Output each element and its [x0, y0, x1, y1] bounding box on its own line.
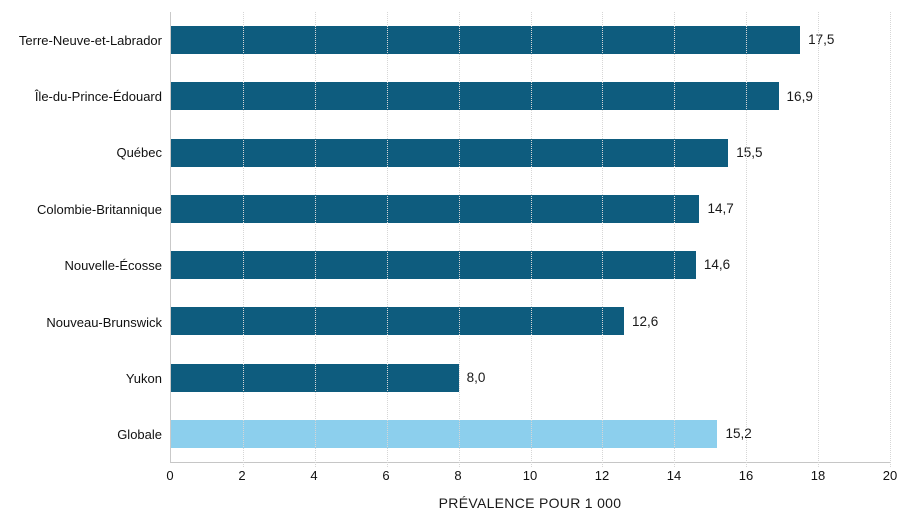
value-label: 12,6 — [631, 313, 659, 329]
bar — [171, 26, 801, 55]
y-axis-category-labels: Terre-Neuve-et-Labrador Île-du-Prince-Édo… — [0, 12, 162, 463]
plot-area: 17,5 16,9 15,5 14,7 14,6 12,6 8,0 15,2 — [170, 12, 891, 467]
bar-row: 17,5 — [171, 12, 890, 68]
gridline — [386, 12, 388, 467]
x-axis-title: PRÉVALENCE POUR 1 000 — [438, 495, 622, 511]
value-label: 17,5 — [808, 32, 835, 48]
value-label: 16,9 — [786, 88, 813, 104]
category-label: Terre-Neuve-et-Labrador — [18, 32, 162, 48]
gridline — [746, 12, 748, 467]
gridline — [818, 12, 820, 467]
x-tick-label: 20 — [882, 468, 898, 483]
gridline — [674, 12, 676, 467]
bar-row: 15,5 — [171, 125, 890, 181]
gridline — [458, 12, 460, 467]
category-label: Île-du-Prince-Édouard — [34, 89, 162, 105]
bar-rows: 17,5 16,9 15,5 14,7 14,6 12,6 8,0 15,2 — [171, 12, 890, 462]
gridline — [890, 12, 891, 467]
category-label: Nouvelle-Écosse — [64, 258, 162, 274]
value-label: 14,6 — [703, 257, 731, 273]
x-tick-label: 8 — [454, 468, 462, 483]
category-label: Québec — [116, 145, 162, 161]
bar — [171, 194, 700, 223]
value-label: 14,7 — [707, 201, 734, 217]
category-label: Yukon — [125, 370, 162, 386]
value-label: 15,2 — [725, 426, 752, 442]
bar-row: 15,2 — [171, 406, 890, 462]
x-tick-label: 18 — [810, 468, 826, 483]
gridline — [314, 12, 316, 467]
bar-row: 14,6 — [171, 237, 890, 293]
x-tick-label: 4 — [310, 468, 318, 483]
x-tick-label: 12 — [594, 468, 610, 483]
category-label: Nouveau-Brunswick — [46, 314, 162, 330]
bar — [171, 419, 718, 448]
category-label: Globale — [117, 427, 162, 443]
value-label: 8,0 — [466, 369, 486, 385]
bar — [171, 307, 624, 336]
bar-row: 14,7 — [171, 181, 890, 237]
bar-row: 16,9 — [171, 68, 890, 124]
x-tick-label: 10 — [522, 468, 538, 483]
x-tick-label: 16 — [738, 468, 754, 483]
bar-row: 12,6 — [171, 293, 890, 349]
gridline — [242, 12, 244, 467]
bar — [171, 82, 779, 111]
gridline — [602, 12, 604, 467]
gridline — [530, 12, 532, 467]
x-tick-label: 0 — [166, 468, 174, 483]
x-tick-label: 14 — [666, 468, 682, 483]
value-label: 15,5 — [736, 144, 763, 160]
x-tick-label: 6 — [382, 468, 390, 483]
x-axis-tick-labels: 0 2 4 6 8 10 12 14 16 18 20 — [166, 468, 897, 485]
category-label: Colombie-Britannique — [36, 201, 162, 217]
bar — [171, 138, 729, 167]
bar — [171, 251, 696, 280]
x-tick-label: 2 — [238, 468, 246, 483]
